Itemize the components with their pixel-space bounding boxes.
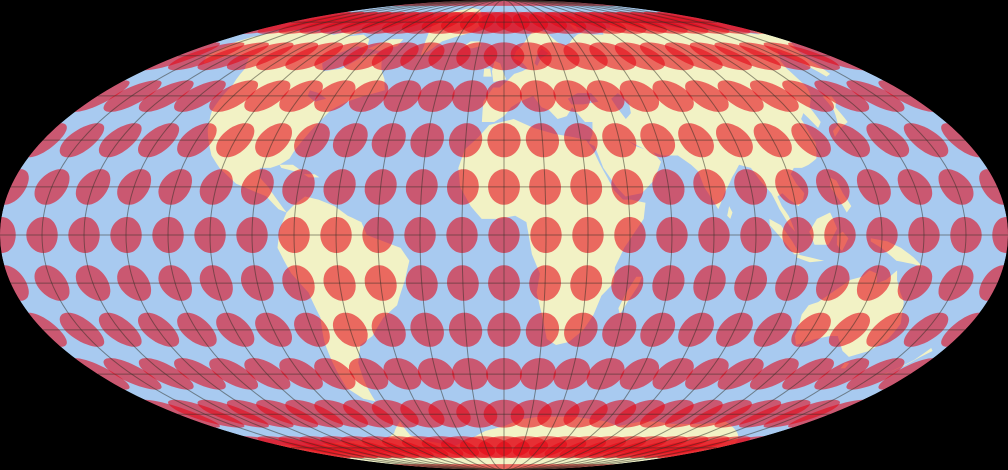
- tissot-circle: [657, 436, 772, 459]
- land-sri-lanka: [727, 206, 733, 219]
- tissot-circle: [657, 11, 772, 34]
- land-north-america: [203, 30, 385, 213]
- tissot-circle: [0, 217, 16, 253]
- land-ireland: [483, 68, 492, 77]
- land-cuba: [279, 164, 302, 172]
- land-java: [796, 254, 825, 263]
- tissot-circle: [992, 217, 1008, 253]
